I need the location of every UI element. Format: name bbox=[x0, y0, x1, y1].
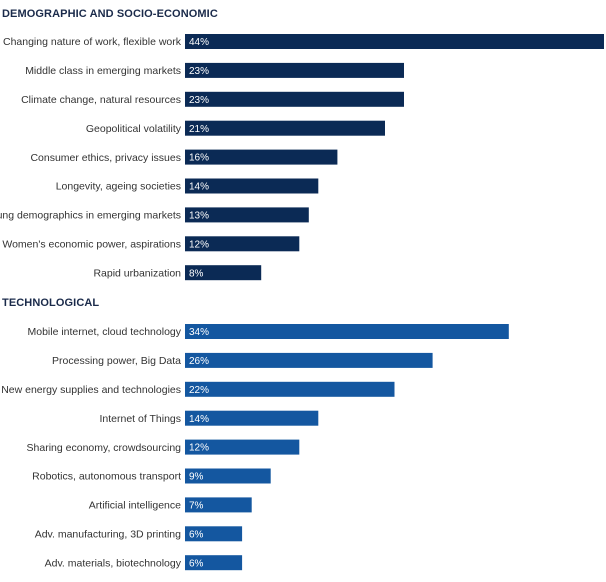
bar-row: Artificial intelligence 7% bbox=[89, 497, 252, 513]
bar bbox=[185, 91, 404, 107]
bar bbox=[185, 178, 319, 194]
bar-row: Longevity, ageing societies 14% bbox=[56, 178, 319, 194]
value-label: 12% bbox=[189, 239, 209, 250]
value-label: 34% bbox=[189, 327, 209, 338]
value-label: 44% bbox=[189, 37, 209, 48]
category-label: Climate change, natural resources bbox=[21, 94, 181, 106]
bar bbox=[185, 324, 509, 339]
value-label: 14% bbox=[189, 182, 209, 193]
value-label: 14% bbox=[189, 414, 209, 425]
bar-row: Mobile internet, cloud technology 34% bbox=[27, 324, 509, 339]
bar-row: Processing power, Big Data 26% bbox=[52, 352, 433, 368]
category-label: Internet of Things bbox=[99, 413, 181, 425]
bar bbox=[185, 410, 319, 426]
bar bbox=[185, 555, 243, 571]
bar-row: Women's economic power, aspirations 12% bbox=[2, 236, 300, 252]
bar-row: Internet of Things 14% bbox=[99, 410, 319, 426]
category-label: Young demographics in emerging markets bbox=[0, 210, 181, 222]
category-label: Women's economic power, aspirations bbox=[2, 239, 181, 251]
category-label: Processing power, Big Data bbox=[52, 355, 181, 367]
category-label: Consumer ethics, privacy issues bbox=[30, 152, 181, 164]
bar-row: Young demographics in emerging markets 13… bbox=[0, 207, 309, 223]
bar-row: Geopolitical volatility 21% bbox=[86, 120, 385, 136]
category-label: Changing nature of work, flexible work bbox=[3, 36, 182, 48]
value-label: 7% bbox=[189, 501, 204, 512]
bar bbox=[185, 497, 252, 513]
category-label: Sharing economy, crowdsourcing bbox=[27, 442, 182, 454]
value-label: 9% bbox=[189, 472, 204, 483]
category-label: New energy supplies and technologies bbox=[1, 384, 181, 396]
bar-row: Climate change, natural resources 23% bbox=[21, 91, 404, 107]
bar-row: Rapid urbanization 8% bbox=[93, 265, 262, 281]
value-label: 21% bbox=[189, 124, 209, 135]
bar bbox=[185, 207, 309, 223]
value-label: 22% bbox=[189, 385, 209, 396]
section-title: TECHNOLOGICAL bbox=[2, 297, 99, 309]
bar bbox=[185, 120, 385, 136]
category-label: Robotics, autonomous transport bbox=[32, 471, 181, 483]
value-label: 8% bbox=[189, 268, 204, 279]
value-label: 6% bbox=[189, 558, 204, 569]
category-label: Rapid urbanization bbox=[93, 267, 181, 279]
bar-row: Adv. manufacturing, 3D printing 6% bbox=[35, 526, 243, 542]
bar bbox=[185, 62, 404, 78]
value-label: 23% bbox=[189, 66, 209, 77]
bar-row: Sharing economy, crowdsourcing 12% bbox=[27, 439, 300, 455]
category-label: Adv. materials, biotechnology bbox=[45, 557, 182, 569]
bar-row: Changing nature of work, flexible work 44… bbox=[3, 34, 604, 49]
bar-row: Robotics, autonomous transport 9% bbox=[32, 468, 271, 484]
category-label: Geopolitical volatility bbox=[86, 123, 182, 135]
bar-row: Adv. materials, biotechnology 6% bbox=[45, 555, 243, 571]
category-label: Middle class in emerging markets bbox=[25, 65, 181, 77]
bar bbox=[185, 236, 300, 252]
value-label: 6% bbox=[189, 529, 204, 540]
section-title: DEMOGRAPHIC AND SOCIO-ECONOMIC bbox=[2, 8, 218, 20]
bar-row: Consumer ethics, privacy issues 16% bbox=[30, 149, 338, 165]
category-label: Longevity, ageing societies bbox=[56, 181, 181, 193]
bar bbox=[185, 149, 338, 165]
value-label: 13% bbox=[189, 211, 209, 222]
bar bbox=[185, 439, 300, 455]
value-label: 26% bbox=[189, 356, 209, 367]
value-label: 12% bbox=[189, 443, 209, 454]
bar bbox=[185, 265, 262, 281]
bar-row: Middle class in emerging markets 23% bbox=[25, 62, 404, 78]
category-label: Adv. manufacturing, 3D printing bbox=[35, 529, 181, 541]
group-technological: TECHNOLOGICAL Mobile internet, cloud tech… bbox=[1, 297, 509, 571]
category-label: Mobile internet, cloud technology bbox=[27, 326, 181, 338]
bar bbox=[185, 468, 271, 484]
bar bbox=[185, 526, 243, 542]
bar bbox=[185, 381, 395, 397]
bar-row: New energy supplies and technologies 22% bbox=[1, 381, 395, 397]
value-label: 23% bbox=[189, 95, 209, 106]
bar bbox=[185, 352, 433, 368]
value-label: 16% bbox=[189, 153, 209, 164]
category-label: Artificial intelligence bbox=[89, 500, 181, 512]
group-demographic: DEMOGRAPHIC AND SOCIO-ECONOMIC Changing n… bbox=[0, 8, 604, 281]
bar bbox=[185, 34, 604, 49]
